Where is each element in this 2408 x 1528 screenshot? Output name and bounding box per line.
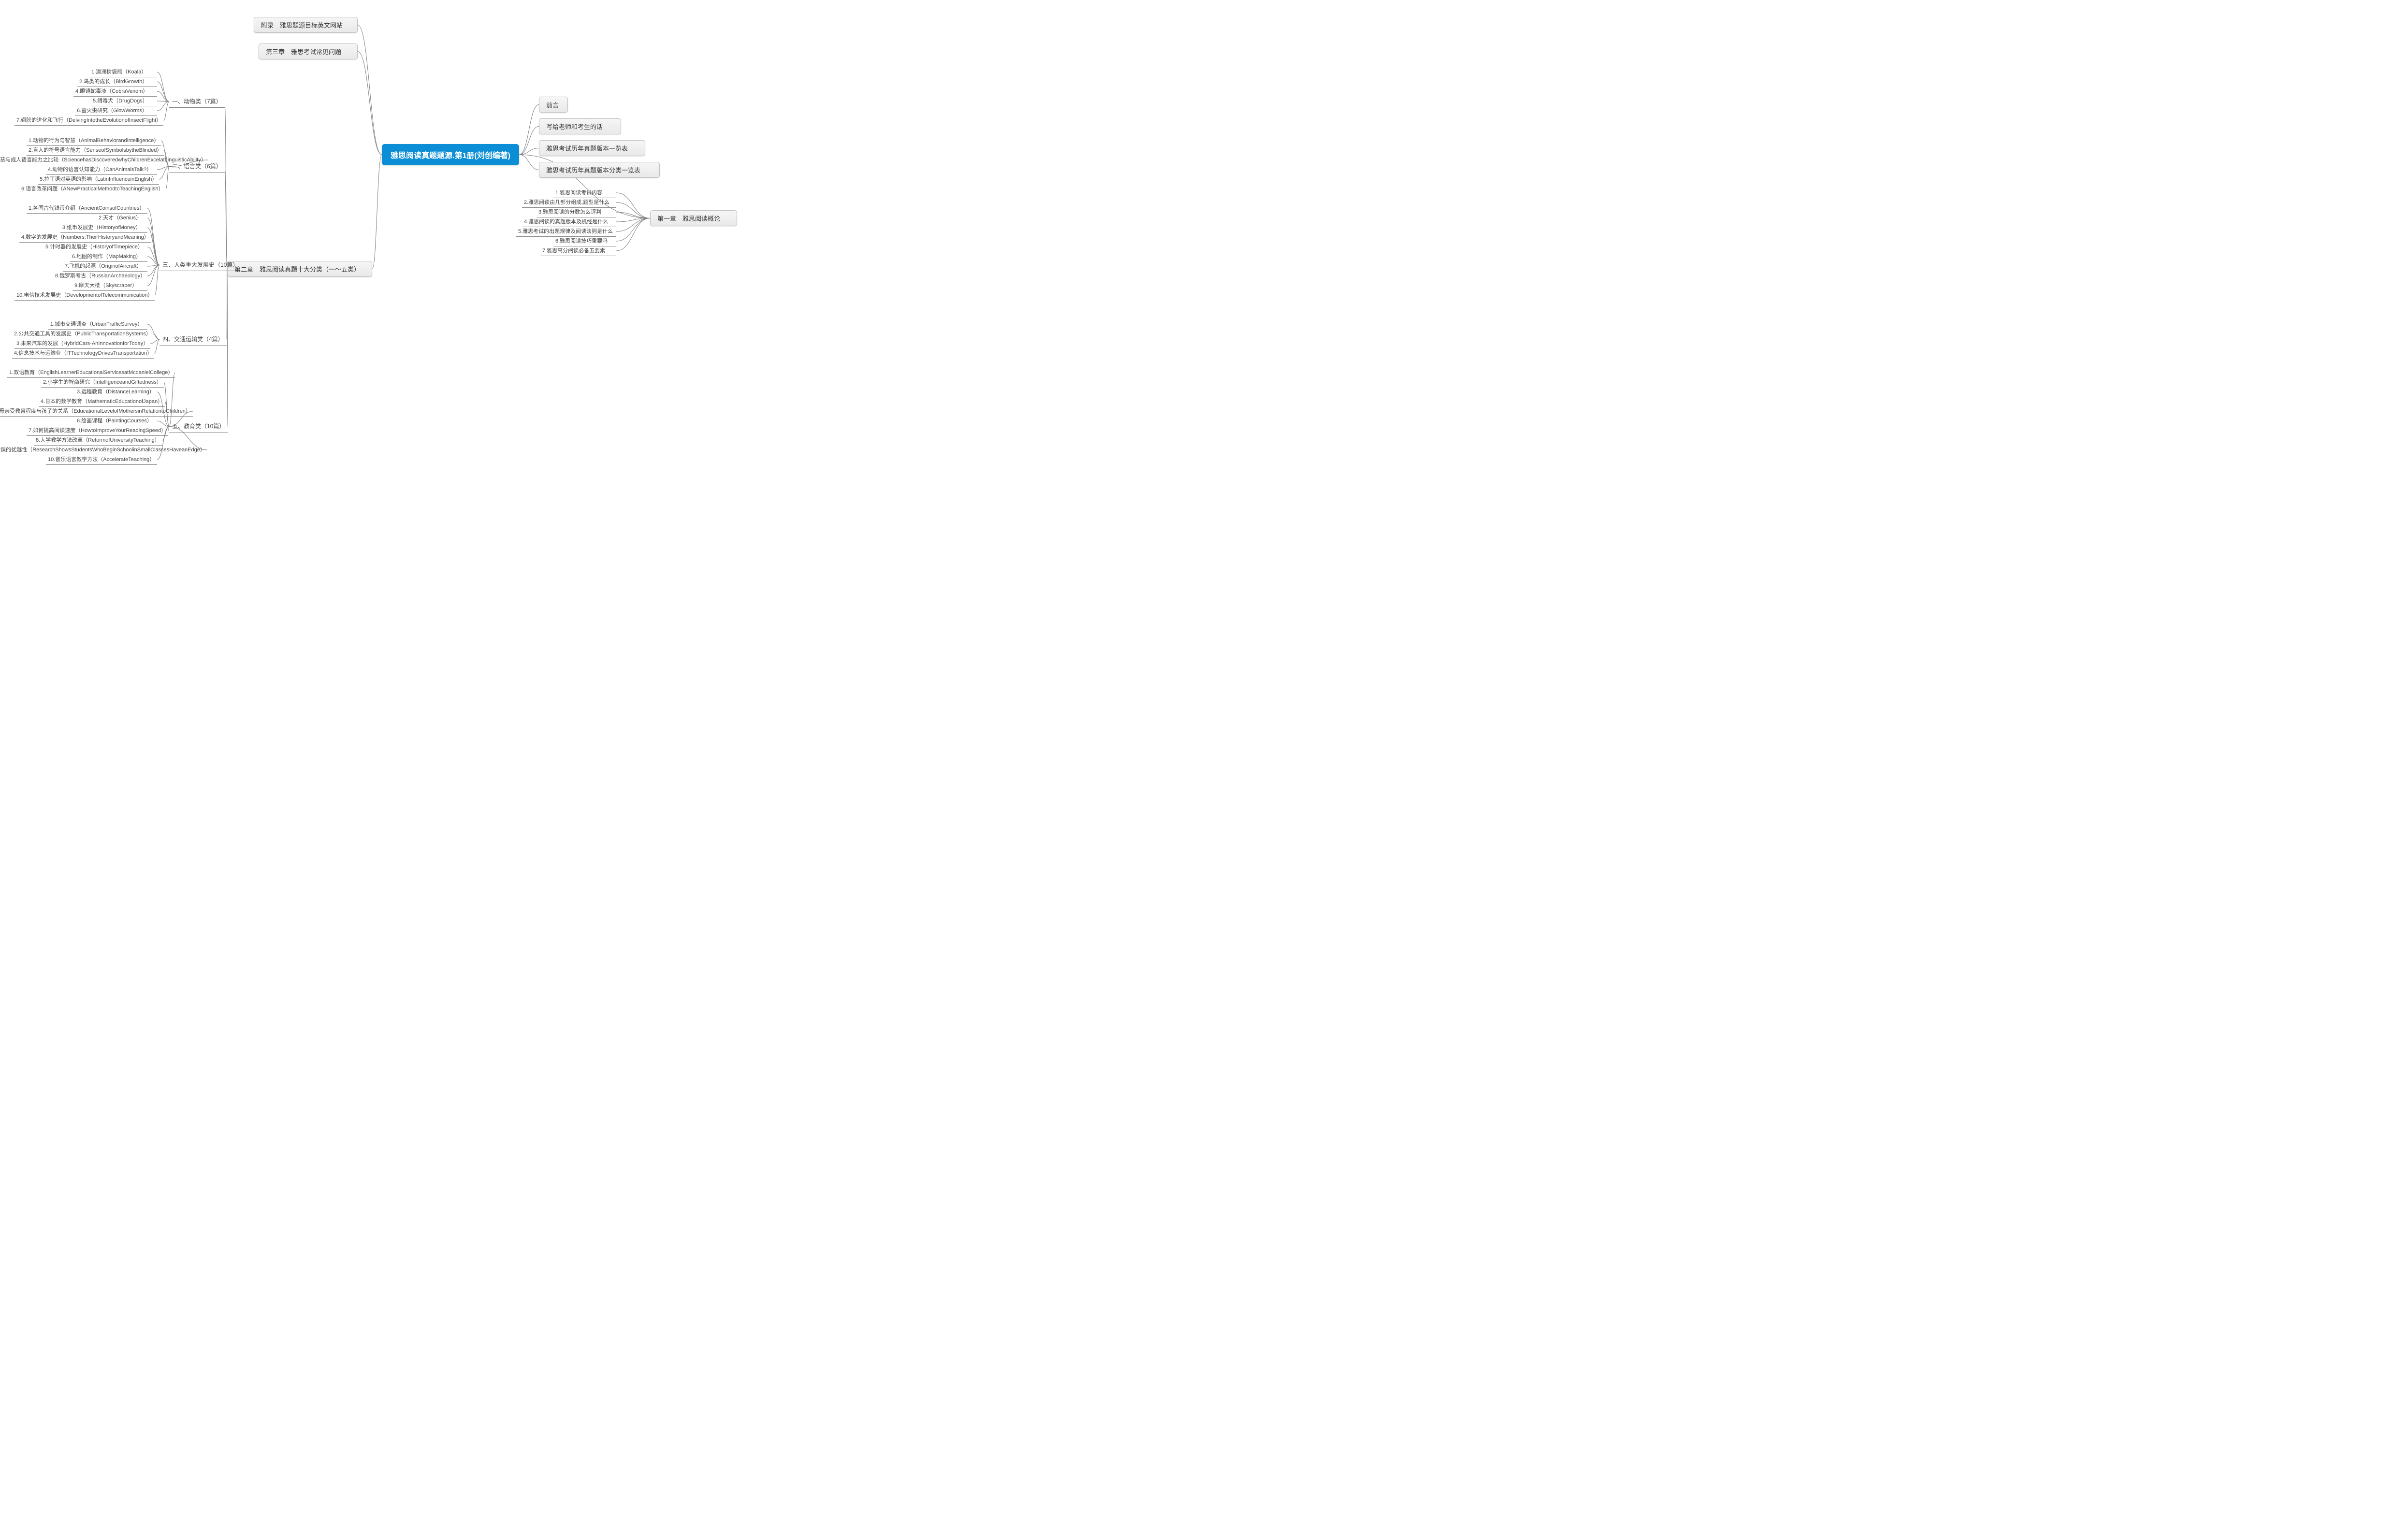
ch2-sub[interactable]: 四、交通运输类（4篇）	[160, 333, 227, 346]
s2-leaf[interactable]: 2.盲人的符号语言能力（SenseofSymbolsbytheBlinded）	[27, 145, 164, 156]
s3-leaf[interactable]: 3.纸币发展史（HistoryofMoney）	[60, 222, 147, 233]
ch1-leaf[interactable]: 7.雅思高分阅读必备五要素	[540, 245, 616, 256]
ch2-sub[interactable]: 一、动物类（7篇）	[169, 96, 225, 108]
branch-appx[interactable]: 附录 雅思题源目标英文网站	[254, 17, 358, 33]
s3-leaf[interactable]: 10.电信技术发展史（DevelopmentofTelecommunicatio…	[15, 290, 155, 301]
s4-leaf[interactable]: 1.城市交通调查（UrbanTrafficSurvey）	[48, 319, 147, 330]
ch1-leaf[interactable]: 6.雅思阅读技巧重要吗	[553, 236, 616, 246]
branch-preface[interactable]: 前言	[539, 97, 568, 113]
s2-leaf[interactable]: 1.动物的行为与智慧（AnimalBehaviorandIntelligence…	[27, 135, 161, 146]
s1-leaf[interactable]: 1.澳洲树袋熊（Koala）	[89, 67, 157, 77]
branch-list1[interactable]: 雅思考试历年真题版本一览表	[539, 140, 645, 156]
branch-toteach[interactable]: 写给老师和考生的话	[539, 118, 621, 134]
ch1-leaf[interactable]: 2.雅思阅读由几部分组成,题型是什么	[522, 197, 616, 208]
s5-leaf[interactable]: 7.如何提高阅读速度（HowtoImproveYourReadingSpeed）	[27, 425, 168, 436]
s4-leaf[interactable]: 3.未来汽车的发展（HybridCars-AnInnovationforToda…	[15, 338, 150, 349]
s5-leaf[interactable]: 4.日本的数学教育（MathematicEducationofJapan）	[39, 396, 165, 407]
s2-leaf[interactable]: 6.语言改革问题（ANewPracticalMethodtoTeachingEn…	[19, 184, 166, 194]
s3-leaf[interactable]: 2.天才（Genius）	[97, 213, 147, 223]
ch1-leaf[interactable]: 1.雅思阅读考试内容	[553, 187, 616, 198]
root-node[interactable]: 雅思阅读真题题源.第1册(刘创编著)	[382, 144, 519, 165]
branch-ch1[interactable]: 第一章 雅思阅读概论	[650, 210, 737, 226]
s5-leaf[interactable]: 3.远程教育（DistanceLearning）	[75, 387, 157, 397]
s3-leaf[interactable]: 9.摩天大楼（Skyscraper）	[73, 280, 147, 291]
s5-leaf[interactable]: 2.小学生的智商研究（IntelligenceandGiftedness）	[41, 377, 164, 388]
s5-leaf[interactable]: 6.绘画课程（PaintingCourses）	[75, 416, 157, 426]
s1-leaf[interactable]: 4.眼镜蛇毒液（CobraVenom）	[73, 86, 157, 97]
ch2-sub[interactable]: 三、人类重大发展史（10篇）	[160, 259, 241, 271]
s1-leaf[interactable]: 2.鸟类的成长（BirdGrowth）	[77, 76, 157, 87]
s5-leaf[interactable]: 10.音乐语言教学方法（AccelerateTeaching）	[46, 454, 157, 465]
branch-ch3[interactable]: 第三章 雅思考试常见问题	[259, 43, 358, 59]
branch-ch2[interactable]: 第二章 雅思阅读真题十大分类（一～五类）	[227, 261, 372, 277]
s3-leaf[interactable]: 4.数字的发展史（Numbers:TheirHistoryandMeaning）	[19, 232, 151, 243]
s3-leaf[interactable]: 7.飞机的起源（OriginofAircraft）	[63, 261, 147, 272]
s3-leaf[interactable]: 8.俄罗斯考古（RussianArchaeology）	[53, 271, 147, 281]
branch-list2[interactable]: 雅思考试历年真题版本分类一览表	[539, 162, 660, 178]
s1-leaf[interactable]: 6.萤火虫研究（GlowWorms）	[75, 105, 157, 116]
s5-leaf[interactable]: 5.母亲受教育程度与孩子的关系（EducationalLevelofMother…	[0, 406, 193, 417]
s2-leaf[interactable]: 5.拉丁语对英语的影响（LatinInfluenceinEnglish）	[38, 174, 159, 185]
s5-leaf[interactable]: 9.小班授课的优越性（ResearchShowsStudentsWhoBegin…	[0, 445, 207, 455]
ch1-leaf[interactable]: 4.雅思阅读的真题版本及机经是什么	[522, 216, 616, 227]
s3-leaf[interactable]: 6.地图的制作（MapMaking）	[70, 251, 147, 262]
s3-leaf[interactable]: 5.计时器的发展史（HistoryofTimepiece）	[44, 242, 147, 252]
ch1-leaf[interactable]: 3.雅思阅读的分数怎么评判	[537, 207, 616, 217]
ch1-leaf[interactable]: 5.雅思考试的出题规律及阅读法则是什么	[516, 226, 616, 237]
s1-leaf[interactable]: 7.翅膀的进化和飞行（DelvingIntotheEvolutionofInse…	[15, 115, 163, 126]
mindmap-canvas: 雅思阅读真题题源.第1册(刘创编著) 前言写给老师和考生的话雅思考试历年真题版本一…	[0, 0, 752, 477]
s1-leaf[interactable]: 5.缉毒犬（DrugDogs）	[91, 96, 157, 106]
s3-leaf[interactable]: 1.各国古代钱币介绍（AncientCoinsofCountries）	[27, 203, 147, 214]
s4-leaf[interactable]: 4.信息技术与运输业（ITTechnologyDrivesTransportat…	[12, 348, 154, 359]
s5-leaf[interactable]: 1.双语教育（EnglishLearnerEducationalServices…	[7, 367, 175, 378]
s2-leaf[interactable]: 3.小孩与成人语言能力之比较（SciencehasDiscoveredwhyCh…	[0, 155, 208, 165]
s5-leaf[interactable]: 8.大学教学方法改革（ReformofUniversityTeaching）	[34, 435, 162, 446]
s4-leaf[interactable]: 2.公共交通工具的发展史（PublicTransportationSystems…	[12, 329, 153, 339]
ch2-sub[interactable]: 五、教育类（10篇）	[169, 420, 228, 432]
s2-leaf[interactable]: 4.动物的语言认知能力（CanAnimalsTalk?）	[46, 164, 157, 175]
